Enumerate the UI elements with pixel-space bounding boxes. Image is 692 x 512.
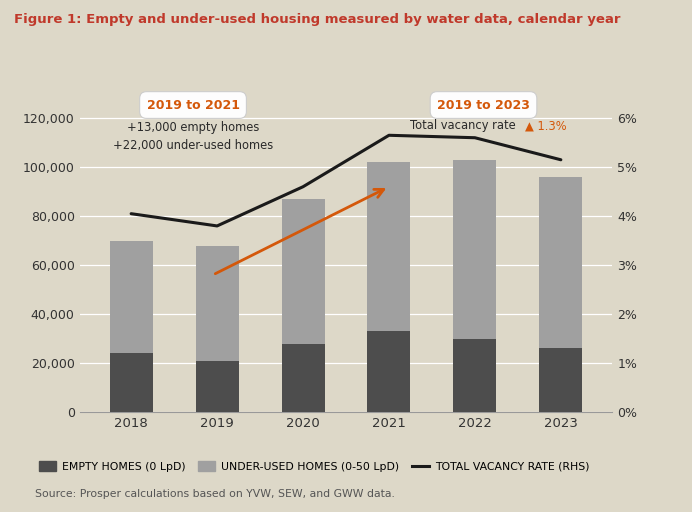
- Bar: [282, 344, 325, 412]
- Bar: [367, 162, 410, 331]
- Text: Figure 1: Empty and under-used housing measured by water data, calendar year: Figure 1: Empty and under-used housing m…: [14, 13, 620, 26]
- Text: Total vacancy rate: Total vacancy rate: [410, 119, 519, 132]
- Bar: [109, 353, 153, 412]
- Bar: [453, 160, 496, 338]
- Bar: [539, 177, 583, 349]
- Bar: [453, 338, 496, 412]
- Text: 2019 to 2023: 2019 to 2023: [437, 98, 530, 112]
- Bar: [282, 199, 325, 344]
- Bar: [196, 360, 239, 412]
- Text: +13,000 empty homes
+22,000 under-used homes: +13,000 empty homes +22,000 under-used h…: [113, 121, 273, 152]
- Bar: [367, 331, 410, 412]
- Legend: EMPTY HOMES (0 LpD), UNDER-USED HOMES (0-50 LpD), TOTAL VACANCY RATE (RHS): EMPTY HOMES (0 LpD), UNDER-USED HOMES (0…: [35, 457, 594, 476]
- Text: ▲ 1.3%: ▲ 1.3%: [525, 119, 566, 132]
- Text: Source: Prosper calculations based on YVW, SEW, and GWW data.: Source: Prosper calculations based on YV…: [35, 489, 394, 499]
- Bar: [539, 349, 583, 412]
- Bar: [109, 241, 153, 353]
- Text: 2019 to 2021: 2019 to 2021: [147, 98, 239, 112]
- Bar: [196, 246, 239, 360]
